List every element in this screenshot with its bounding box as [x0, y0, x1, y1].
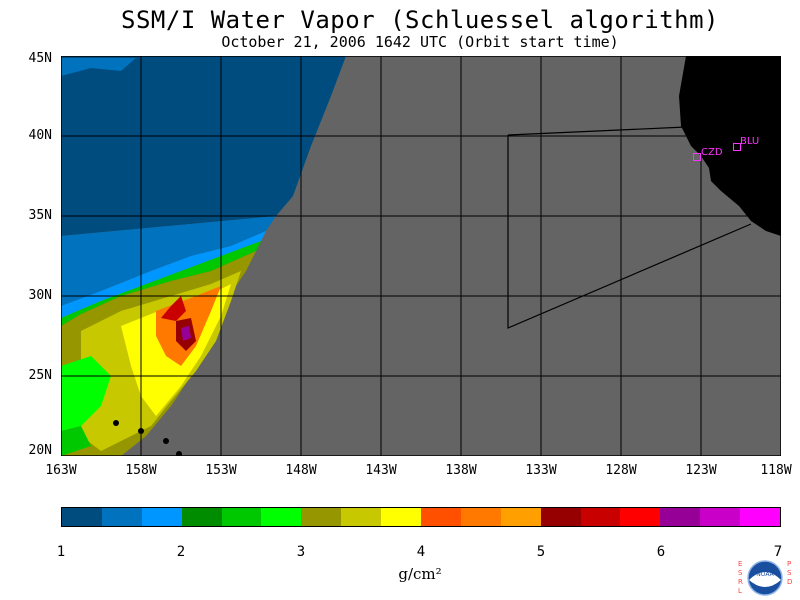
colorbar-tick-3: 3 — [296, 544, 306, 560]
swath-purple — [181, 326, 191, 341]
colorbar-swatch-11 — [500, 508, 541, 526]
colorbar-swatch-9 — [421, 508, 461, 526]
colorbar-swatch-6 — [301, 508, 342, 526]
domain-outline — [507, 135, 752, 329]
swath-deep-blue — [61, 56, 346, 236]
svg-text:E: E — [738, 560, 742, 568]
swath-green-lower — [61, 356, 111, 431]
svg-text:D: D — [787, 578, 792, 586]
graticule — [61, 56, 781, 456]
colorbar-swatch-5 — [261, 508, 302, 526]
colorbar-swatch-13 — [580, 508, 621, 526]
colorbar-swatch-8 — [381, 508, 422, 526]
hawaii-maui — [163, 438, 169, 444]
colorbar-tick-2: 2 — [176, 544, 186, 560]
colorbar-swatch-12 — [540, 508, 581, 526]
colorbar-swatch-4 — [221, 508, 262, 526]
svg-text:L: L — [738, 587, 742, 595]
lon-label-128w: 128W — [605, 463, 637, 478]
station-czd-marker — [693, 153, 701, 161]
svg-text:R: R — [738, 578, 743, 586]
lon-label-143w: 143W — [365, 463, 397, 478]
station-czd-label: CZD — [701, 147, 723, 158]
land-north-america — [679, 56, 781, 236]
svg-text:NOAA: NOAA — [756, 571, 774, 578]
lat-label-35n: 35N — [28, 208, 52, 223]
swath-green-band — [61, 241, 261, 326]
colorbar-swatch-16 — [700, 508, 741, 526]
lon-label-148w: 148W — [285, 463, 317, 478]
lon-label-163w: 163W — [45, 463, 77, 478]
lon-label-153w: 153W — [205, 463, 237, 478]
colorbar-swatch-17 — [740, 508, 781, 526]
colorbar-swatch-0 — [62, 508, 102, 526]
lon-label-118w: 118W — [760, 463, 792, 478]
colorbar-swatch-15 — [660, 508, 701, 526]
swath-blue — [61, 58, 136, 76]
svg-text:S: S — [787, 569, 792, 577]
lat-label-25n: 25N — [28, 368, 52, 383]
colorbar-swatch-3 — [181, 508, 222, 526]
chart-title: SSM/I Water Vapor (Schluessel algorithm) — [121, 6, 719, 34]
lon-label-123w: 123W — [685, 463, 717, 478]
station-blu-marker — [733, 143, 741, 151]
colorbar-tick-7: 7 — [773, 544, 783, 560]
colorbar-swatch-14 — [620, 508, 661, 526]
colorbar-tick-5: 5 — [536, 544, 546, 560]
lon-label-138w: 138W — [445, 463, 477, 478]
colorbar-tick-1: 1 — [56, 544, 66, 560]
swath-red — [161, 296, 186, 321]
colorbar-units: g/cm² — [398, 565, 442, 583]
lat-label-30n: 30N — [28, 288, 52, 303]
svg-text:P: P — [787, 560, 791, 568]
lon-label-158w: 158W — [125, 463, 157, 478]
colorbar-swatch-2 — [141, 508, 182, 526]
colorbar-swatch-10 — [460, 508, 501, 526]
colorbar-swatch-1 — [101, 508, 142, 526]
colorbar — [61, 507, 781, 527]
chart-subtitle: October 21, 2006 1642 UTC (Orbit start t… — [221, 33, 619, 51]
hawaii-kauai — [113, 420, 119, 426]
lat-label-45n: 45N — [28, 51, 52, 66]
lon-label-133w: 133W — [525, 463, 557, 478]
lat-label-20n: 20N — [28, 443, 52, 458]
water-vapor-map — [61, 56, 781, 456]
svg-text:S: S — [738, 569, 743, 577]
colorbar-tick-6: 6 — [656, 544, 666, 560]
lat-label-40n: 40N — [28, 128, 52, 143]
colorbar-tick-4: 4 — [416, 544, 426, 560]
hawaii-big-island — [176, 451, 182, 456]
swath-green-lower2 — [61, 426, 91, 456]
noaa-logo: E S R L NOAA P S D — [738, 560, 792, 596]
colorbar-swatch-7 — [341, 508, 382, 526]
station-blu-label: BLU — [740, 136, 760, 147]
swath-mid-blue-band — [61, 216, 276, 306]
